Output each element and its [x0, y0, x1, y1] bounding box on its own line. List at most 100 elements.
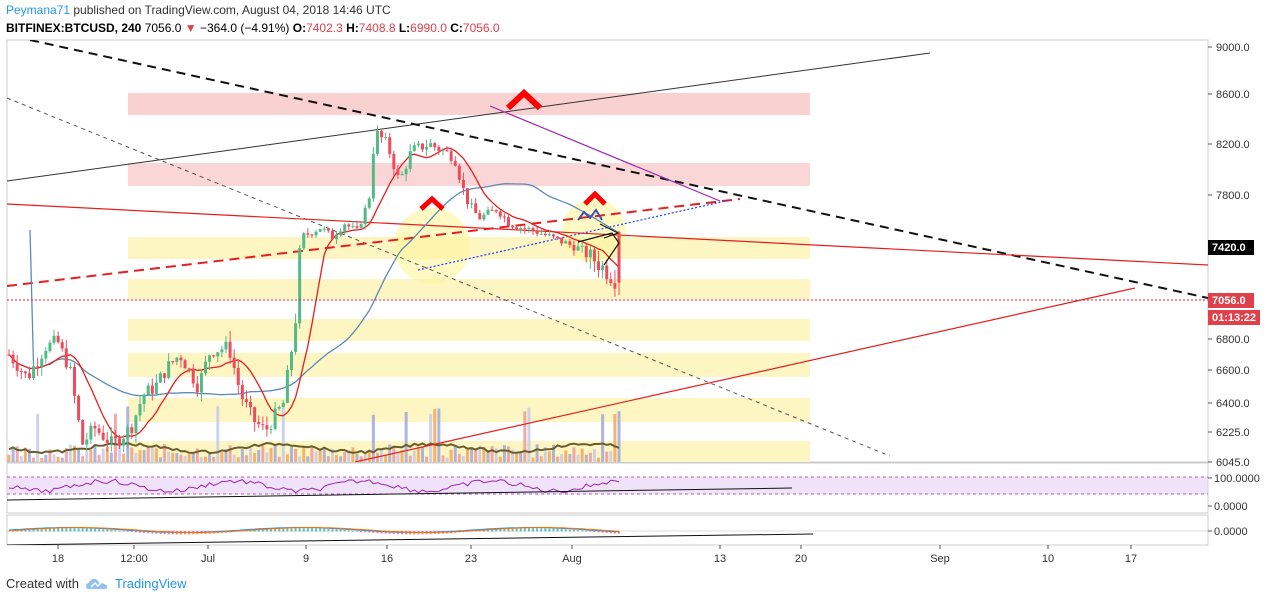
volume-bar [314, 451, 318, 462]
macd-histogram-bar [323, 528, 326, 532]
volume-bar [23, 447, 27, 462]
author-link[interactable]: Peymana71 [6, 3, 71, 17]
candle-body [52, 335, 56, 343]
candle-body [560, 237, 564, 244]
volume-bar [420, 446, 424, 462]
head-marker[interactable] [505, 88, 543, 111]
candle-body [597, 261, 601, 271]
candle-body [40, 358, 44, 367]
candle-body [289, 351, 293, 370]
volume-bar [457, 453, 461, 462]
candle-body [511, 225, 515, 228]
candle-body [93, 425, 97, 429]
candle-body [150, 385, 154, 394]
left-shoulder-marker[interactable] [419, 195, 445, 211]
macd-histogram-bar [482, 530, 485, 532]
candle-body [23, 371, 27, 374]
support-zone-5[interactable] [128, 398, 810, 422]
rsi-trendline[interactable] [7, 487, 793, 501]
time-tick-label: 17 [1125, 553, 1137, 565]
volume-bar [273, 444, 277, 462]
price-change: −364.0 (−4.91%) [199, 21, 290, 35]
candle-body [19, 370, 23, 372]
macd-histogram-bar [339, 529, 342, 532]
thin-dashed-trendline[interactable] [7, 97, 891, 457]
volume-bar [220, 452, 224, 462]
candle-body [592, 249, 596, 262]
open-label: O: [292, 21, 307, 35]
candle-body [326, 228, 330, 231]
support-zone-4[interactable] [128, 353, 810, 377]
candle-body [384, 137, 388, 139]
time-axis[interactable]: 18 12:00 Jul 9 16 23 Aug 13 20 Sep 10 17 [52, 545, 1137, 565]
purple-trendline[interactable] [489, 105, 721, 202]
macd-trendline[interactable] [7, 533, 814, 545]
candle-body [425, 146, 429, 150]
candle-body [339, 231, 343, 236]
candle-body [470, 203, 474, 205]
countdown-badge [1208, 310, 1260, 325]
support-zone-3[interactable] [128, 319, 810, 341]
macd-histogram-bar [286, 528, 289, 532]
macd-histogram-bar [495, 529, 498, 532]
candle-body [330, 230, 334, 240]
macd-histogram-bar [532, 528, 535, 532]
macd-histogram-bar [499, 528, 502, 532]
support-zone-2[interactable] [128, 279, 810, 299]
candle-body [56, 335, 60, 343]
volume-bar [175, 452, 179, 462]
macd-histogram-bar [364, 531, 367, 533]
candle-body [617, 232, 621, 283]
macd-histogram-bar [585, 530, 588, 532]
volume-bar [511, 449, 515, 462]
resistance-zone-top[interactable] [128, 93, 810, 115]
volume-bar [249, 448, 253, 462]
macd-histogram-bar [20, 530, 23, 532]
macd-histogram-bar [282, 528, 285, 532]
red-dashed-neckline[interactable] [7, 198, 741, 287]
volume-bar [613, 414, 617, 462]
volume-bar [535, 444, 539, 462]
candle-body [48, 342, 52, 351]
macd-histogram-bar [122, 530, 125, 532]
candle-body [118, 438, 122, 446]
macd-histogram-bar [343, 530, 346, 532]
macd-histogram-bar [130, 531, 133, 533]
resistance-zone-mid[interactable] [128, 163, 810, 186]
macd-histogram-bar [114, 530, 117, 532]
candle-body [97, 428, 101, 433]
candle-body [576, 246, 580, 251]
time-tick-label: 12:00 [120, 553, 148, 565]
right-shoulder-marker[interactable] [583, 190, 607, 206]
price-axis[interactable]: 9000.08600.08200.07800.07200.06800.06600… [1208, 42, 1260, 469]
macd-histogram-bar [572, 529, 575, 532]
volume-bar [326, 456, 330, 462]
volume-bar [212, 456, 216, 462]
tradingview-brand-link[interactable]: TradingView [114, 576, 187, 591]
candle-body [474, 203, 478, 214]
candle-body [457, 165, 461, 180]
volume-bar [617, 411, 621, 462]
blue-dotted-trendline[interactable] [417, 199, 731, 271]
volume-bar [150, 446, 154, 462]
chart-canvas[interactable]: 9000.08600.08200.07800.07200.06800.06600… [0, 0, 1274, 570]
arrow-drawing[interactable] [599, 223, 620, 239]
candle-body [343, 224, 347, 232]
candle-body [519, 228, 523, 230]
symbol-label[interactable]: BITFINEX:BTCUSD, 240 [6, 21, 142, 35]
macd-histogram-bar [355, 531, 358, 532]
high-label: H: [346, 21, 359, 35]
candle-body [81, 420, 85, 445]
red-rising-trendline[interactable] [354, 287, 1136, 462]
candle-body [281, 402, 285, 407]
candle-body [109, 436, 113, 443]
volume-bar [93, 444, 97, 462]
volume-bar [453, 445, 457, 462]
volume-bar [588, 452, 592, 462]
wedge-drawing[interactable] [577, 232, 620, 266]
published-text: published on TradingView.com, August 04,… [70, 3, 391, 17]
small-head-shoulders-marker[interactable] [577, 208, 603, 221]
upper-trendline[interactable] [7, 52, 931, 182]
rsi-axis: 100.0000 0.0000 [1208, 473, 1260, 513]
descending-dashed-trendline[interactable] [29, 40, 1208, 299]
